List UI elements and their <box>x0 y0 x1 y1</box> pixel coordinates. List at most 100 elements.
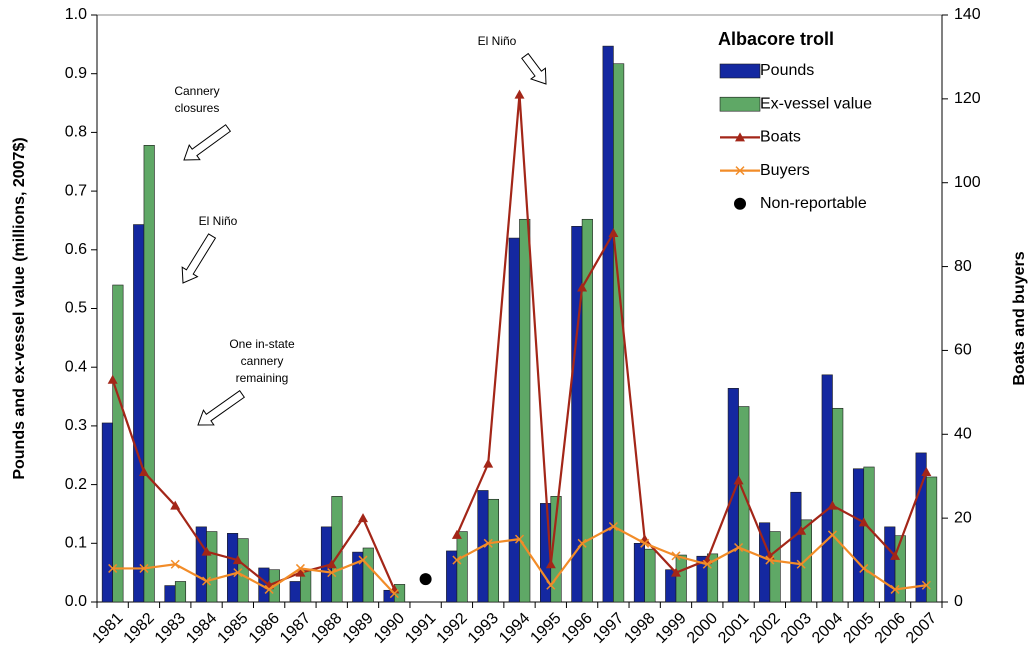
y2-tick-label: 140 <box>954 6 981 23</box>
y-tick-label: 1.0 <box>65 6 87 23</box>
marker <box>452 555 462 565</box>
y-tick-label: 0.2 <box>65 476 87 493</box>
y-tick-label: 0.4 <box>65 358 87 375</box>
bar <box>863 466 875 603</box>
y2-tick-label: 0 <box>954 593 963 610</box>
x-tick-label: 1989 <box>340 610 377 647</box>
bar <box>675 554 687 603</box>
annotation-arrow <box>521 52 547 85</box>
bar <box>362 547 374 603</box>
marker <box>921 467 932 477</box>
legend-title: Albacore troll <box>718 29 834 49</box>
x-tick-label: 1993 <box>465 610 502 647</box>
x-tick-label: 1982 <box>121 610 158 647</box>
annotation: El Niño <box>478 34 517 48</box>
marker <box>670 567 681 577</box>
legend-label: Buyers <box>760 162 810 179</box>
x-tick-label: 1995 <box>527 610 564 647</box>
marker <box>546 580 556 590</box>
x-tick-label: 1988 <box>308 610 345 647</box>
x-tick-label: 2001 <box>715 610 752 647</box>
x-tick-label: 1997 <box>590 610 627 647</box>
annotation: closures <box>175 101 220 115</box>
legend-label: Ex-vessel value <box>760 95 872 112</box>
marker <box>735 166 745 176</box>
marker <box>734 197 746 210</box>
marker <box>765 555 775 565</box>
bar <box>926 476 938 603</box>
y-axis-label: Pounds and ex-vessel value (millions, 20… <box>11 137 28 479</box>
marker <box>358 555 368 565</box>
legend-label: Non-reportable <box>760 195 867 212</box>
bar <box>602 45 614 603</box>
bar <box>769 531 781 603</box>
marker <box>796 559 806 569</box>
x-tick-label: 2003 <box>778 610 815 647</box>
y-tick-label: 0.7 <box>65 182 87 199</box>
marker <box>170 500 181 510</box>
marker <box>921 580 931 590</box>
bar <box>133 224 145 603</box>
marker <box>859 563 869 573</box>
y2-tick-label: 120 <box>954 90 981 107</box>
annotation: cannery <box>241 354 284 368</box>
marker <box>858 517 869 527</box>
marker <box>295 567 306 577</box>
x-tick-label: 1986 <box>246 610 283 647</box>
x-tick-label: 2006 <box>872 610 909 647</box>
marker <box>358 513 369 523</box>
legend-swatch <box>719 63 761 79</box>
marker <box>232 555 243 565</box>
x-tick-label: 1987 <box>277 610 314 647</box>
bar <box>206 531 218 603</box>
marker <box>827 530 837 540</box>
marker <box>326 559 337 569</box>
x-tick-label: 1984 <box>183 610 220 647</box>
x-tick-label: 1983 <box>152 610 189 647</box>
bar <box>852 468 865 603</box>
y-tick-label: 0.6 <box>65 241 87 258</box>
bar <box>101 422 113 603</box>
x-tick-label: 1994 <box>496 610 533 647</box>
marker <box>107 374 118 384</box>
bar <box>519 218 531 603</box>
y-tick-label: 0.9 <box>65 65 87 82</box>
marker <box>108 563 118 573</box>
x-tick-label: 1981 <box>89 610 126 647</box>
bar <box>613 63 625 603</box>
x-tick-label: 1990 <box>371 610 408 647</box>
marker <box>890 550 901 560</box>
marker <box>702 559 712 569</box>
marker <box>796 525 807 535</box>
marker <box>545 559 556 569</box>
y-tick-label: 0.5 <box>65 300 87 317</box>
marker <box>483 538 493 548</box>
annotation: One in-state <box>229 337 295 351</box>
y-tick-label: 0.0 <box>65 593 87 610</box>
line <box>111 94 928 590</box>
marker <box>295 563 305 573</box>
marker <box>170 559 180 569</box>
annotation: remaining <box>236 371 289 385</box>
bar <box>487 498 500 603</box>
marker <box>483 458 494 468</box>
legend: Albacore troll Pounds Ex-vessel value Boats… <box>718 29 872 212</box>
y2-tick-label: 40 <box>954 426 972 443</box>
marker <box>327 568 337 578</box>
bar <box>894 535 906 603</box>
marker <box>419 573 432 586</box>
x-tick-label: 2004 <box>809 610 846 647</box>
x-tick-label: 1996 <box>559 610 596 647</box>
bar <box>581 218 593 603</box>
bar <box>821 374 833 603</box>
marker <box>233 568 243 578</box>
marker <box>514 534 525 544</box>
marker <box>202 576 212 586</box>
legend-swatch <box>719 96 761 112</box>
y2-tick-label: 100 <box>954 174 981 191</box>
y2-tick-label: 60 <box>954 342 972 359</box>
bar <box>633 542 645 603</box>
marker <box>733 475 744 485</box>
marker <box>734 542 744 553</box>
